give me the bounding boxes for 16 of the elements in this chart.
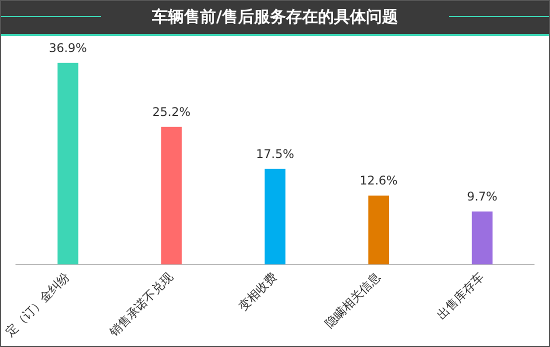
data-label: 12.6% xyxy=(360,174,398,188)
data-label: 9.7% xyxy=(466,190,498,204)
x-tick-label: 隐瞒相关信息 xyxy=(322,270,383,331)
x-tick-label: 出售库存车 xyxy=(434,270,487,322)
bar xyxy=(161,126,182,264)
data-label: 25.2% xyxy=(152,104,191,119)
bar xyxy=(264,168,286,264)
bar xyxy=(58,62,78,264)
bar xyxy=(368,196,389,264)
x-tick-label: 销售承诺不兑现 xyxy=(106,270,176,340)
x-tick-label: 定（订）金纠纷 xyxy=(2,270,72,340)
chart-title: 车辆售前/售后服务存在的具体问题 xyxy=(151,7,399,27)
bar xyxy=(472,211,493,264)
data-label: 17.5% xyxy=(256,146,294,161)
data-label: 36.9% xyxy=(48,41,87,56)
x-tick-label: 变相收费 xyxy=(236,270,280,314)
